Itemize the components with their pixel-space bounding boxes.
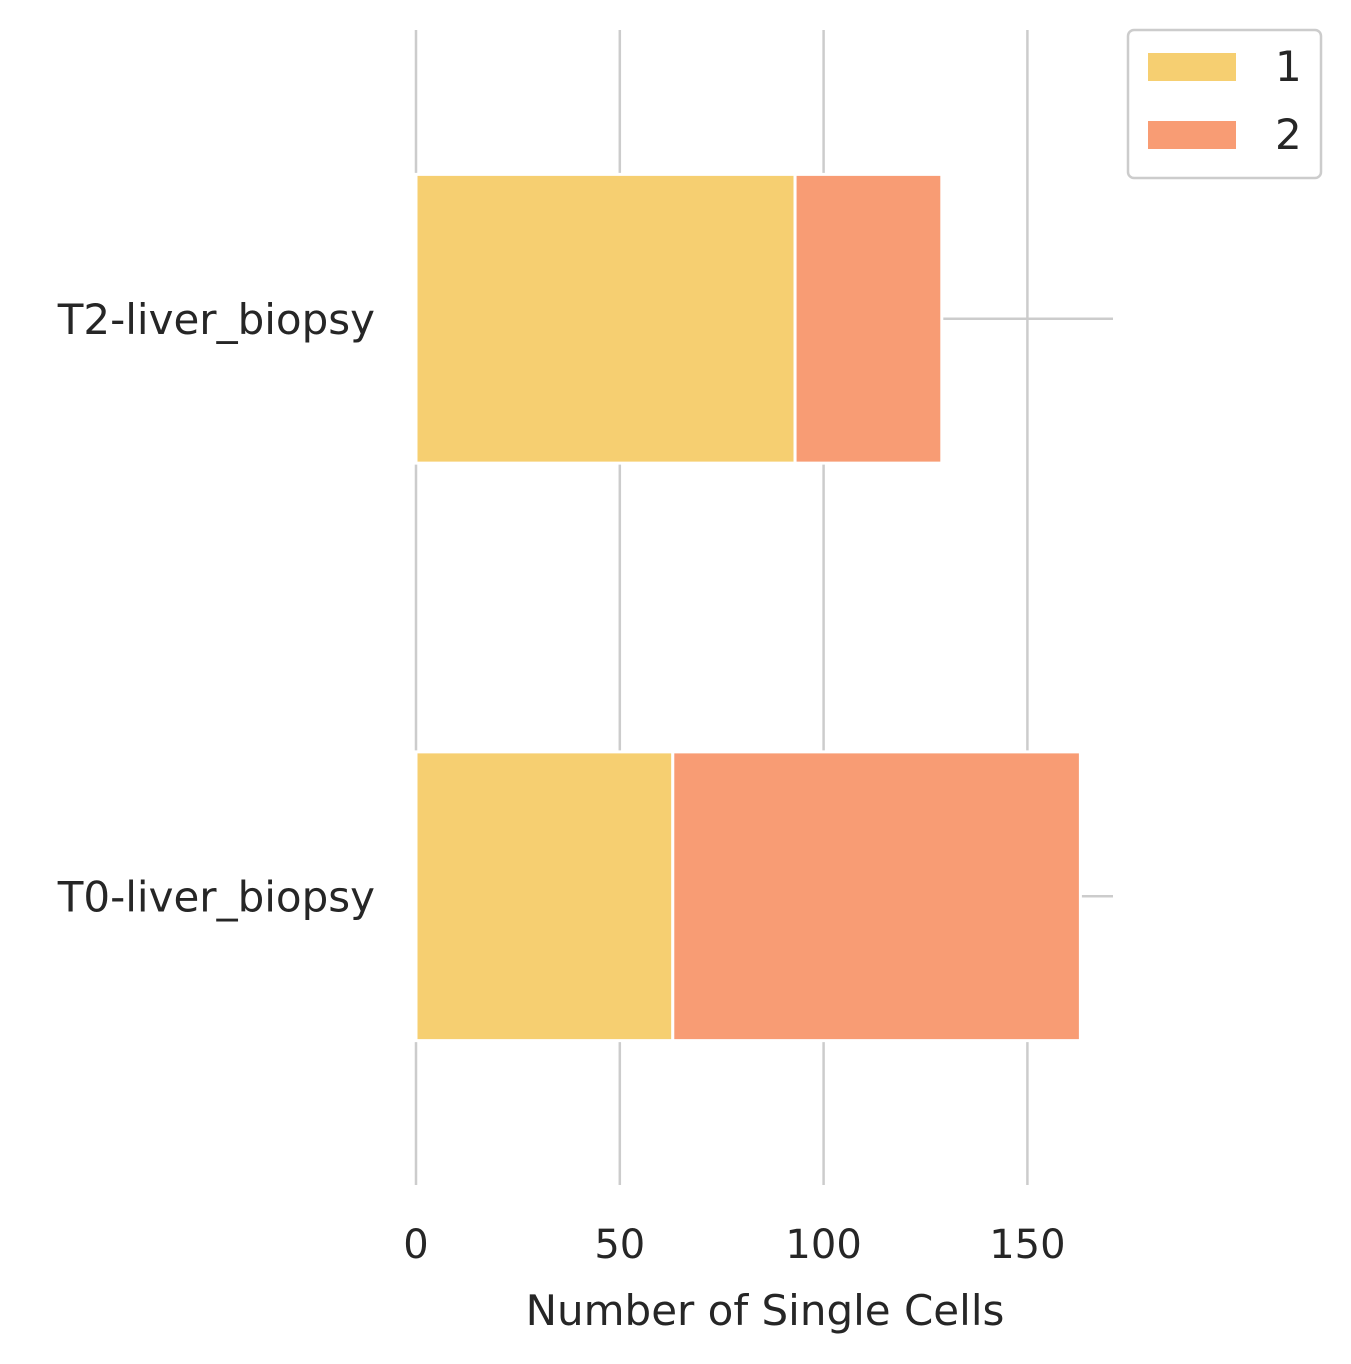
y-category-label: T2-liver_biopsy	[57, 295, 375, 344]
legend-swatch	[1148, 121, 1236, 149]
bar-segment	[414, 750, 675, 1043]
legend: 12	[1126, 28, 1323, 180]
legend-label: 1	[1275, 42, 1302, 91]
x-axis-label: Number of Single Cells	[526, 1286, 1005, 1335]
bars	[414, 172, 1082, 1043]
bar-segment	[414, 172, 797, 465]
legend-swatch	[1148, 53, 1236, 81]
y-category-labels: T2-liver_biopsy T0-liver_biopsy	[57, 295, 375, 922]
x-tick-label: 50	[594, 1222, 645, 1268]
y-category-label: T0-liver_biopsy	[57, 872, 375, 921]
x-tick-label: 0	[403, 1222, 428, 1268]
x-tick-label: 150	[989, 1222, 1065, 1268]
bar-segment	[671, 750, 1082, 1043]
x-tick-label: 100	[785, 1222, 861, 1268]
legend-label: 2	[1275, 110, 1302, 159]
x-tick-labels: 0 50 100 150	[403, 1222, 1065, 1268]
bar-segment	[793, 172, 944, 465]
